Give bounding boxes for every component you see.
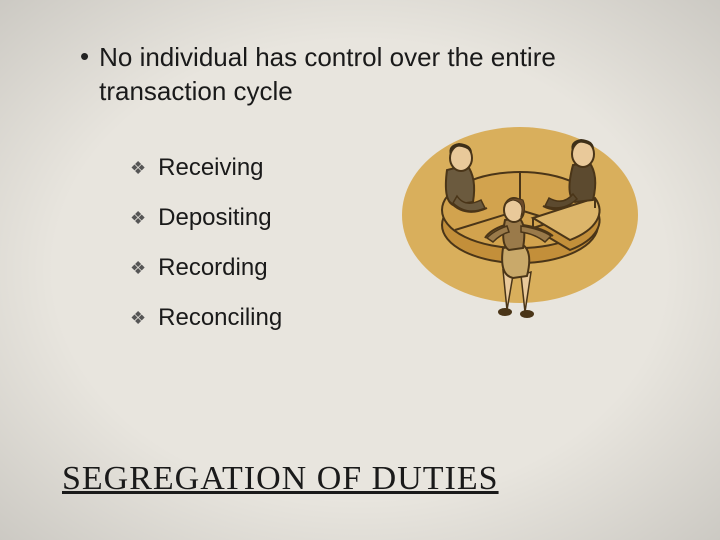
- diamond-bullet-icon: ❖: [130, 258, 146, 279]
- main-bullet-text: No individual has control over the entir…: [99, 40, 660, 108]
- diamond-bullet-icon: ❖: [130, 308, 146, 329]
- sub-item-text: Reconciling: [158, 304, 282, 332]
- people-pie-chart-icon: [395, 110, 645, 325]
- diamond-bullet-icon: ❖: [130, 158, 146, 179]
- main-bullet: • No individual has control over the ent…: [80, 40, 660, 108]
- bullet-dot: •: [80, 40, 89, 72]
- sub-item-text: Depositing: [158, 204, 271, 232]
- page-title: SEGREGATION OF DUTIES: [62, 460, 499, 498]
- sub-item-text: Receiving: [158, 154, 263, 182]
- diamond-bullet-icon: ❖: [130, 208, 146, 229]
- sub-item-text: Recording: [158, 254, 267, 282]
